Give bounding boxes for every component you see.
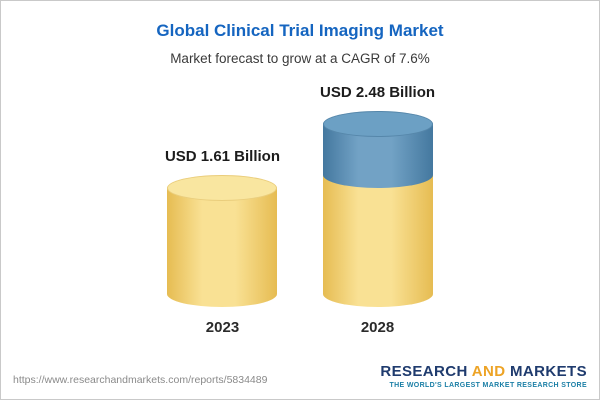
chart-header: Global Clinical Trial Imaging Market Mar…	[1, 1, 599, 68]
cylinder-top-ellipse-2023	[167, 175, 278, 201]
bar-group-2028: USD 2.48 Billion 2028	[320, 84, 435, 336]
axis-label-2023: 2023	[205, 319, 240, 336]
plot-area: USD 1.61 Billion 2023 USD 2.48 Billion 2…	[1, 74, 599, 336]
bar-cylinder-2028	[322, 111, 433, 307]
brand-logo-wordmark: RESEARCH AND MARKETS	[380, 363, 587, 380]
brand-tagline: THE WORLD'S LARGEST MARKET RESEARCH STOR…	[389, 382, 587, 389]
axis-label-2028: 2028	[360, 319, 395, 336]
value-label-2028: USD 2.48 Billion	[320, 84, 436, 101]
source-url-link[interactable]: https://www.researchandmarkets.com/repor…	[13, 374, 268, 386]
cylinder-body-2023	[167, 188, 278, 307]
bar-cylinder-2023	[167, 175, 278, 307]
cylinder-base-segment-2028	[322, 175, 433, 307]
footer: https://www.researchandmarkets.com/repor…	[13, 363, 587, 389]
logo-word-markets: MARKETS	[510, 363, 587, 380]
logo-word-and: AND	[471, 363, 506, 380]
bar-group-2023: USD 1.61 Billion 2023	[165, 148, 280, 336]
brand-logo: RESEARCH AND MARKETS THE WORLD'S LARGEST…	[380, 363, 587, 389]
logo-word-research: RESEARCH	[380, 363, 468, 380]
chart-title: Global Clinical Trial Imaging Market	[156, 21, 444, 40]
chart-subtitle: Market forecast to grow at a CAGR of 7.6…	[170, 51, 430, 66]
value-label-2023: USD 1.61 Billion	[164, 148, 280, 165]
cylinder-top-ellipse-2028	[322, 111, 433, 137]
